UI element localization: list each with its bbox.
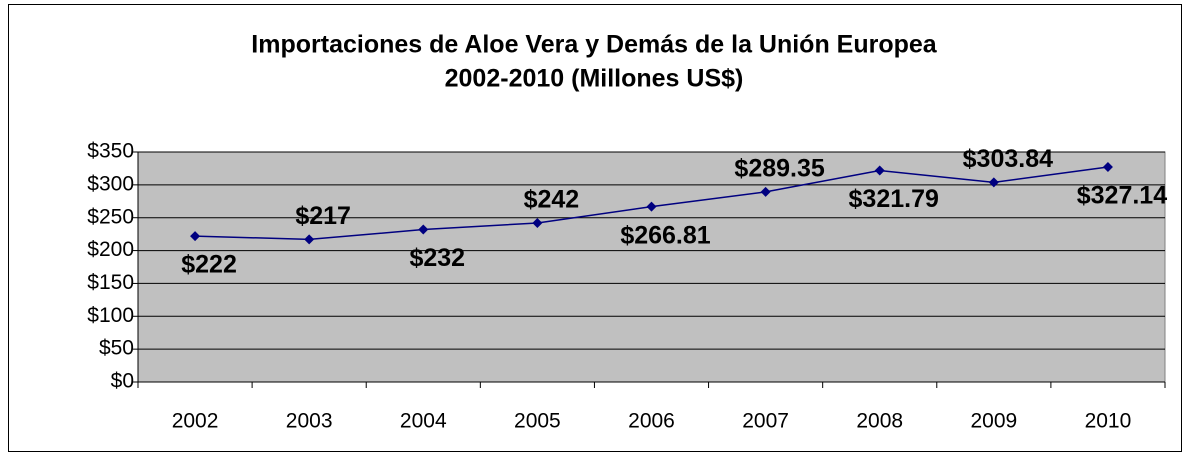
marker bbox=[190, 231, 201, 242]
data-label: $242 bbox=[524, 186, 580, 214]
y-tick-label: $250 bbox=[87, 205, 134, 228]
x-tick-label: 2002 bbox=[172, 410, 219, 433]
x-tick-label: 2010 bbox=[1085, 410, 1132, 433]
marker bbox=[646, 201, 657, 212]
marker bbox=[418, 224, 429, 235]
marker bbox=[874, 165, 885, 176]
x-tick-label: 2009 bbox=[970, 410, 1017, 433]
data-label: $327.14 bbox=[1077, 182, 1167, 210]
y-tick-label: $200 bbox=[87, 238, 134, 261]
x-tick-label: 2003 bbox=[286, 410, 333, 433]
marker bbox=[760, 186, 771, 197]
y-tick-label: $50 bbox=[99, 337, 134, 360]
chart-title: 2002-2010 (Millones US$) bbox=[445, 65, 744, 93]
data-label: $217 bbox=[295, 202, 351, 230]
data-label: $222 bbox=[181, 251, 237, 279]
y-tick-label: $0 bbox=[111, 370, 134, 393]
plot-area bbox=[137, 151, 1166, 383]
x-tick-label: 2008 bbox=[856, 410, 903, 433]
y-tick-label: $300 bbox=[87, 172, 134, 195]
y-tick-label: $150 bbox=[87, 271, 134, 294]
y-tick-label: $350 bbox=[87, 140, 134, 163]
chart-title: Importaciones de Aloe Vera y Demás de la… bbox=[251, 31, 937, 59]
data-label: $266.81 bbox=[620, 221, 710, 249]
data-label: $303.84 bbox=[963, 145, 1053, 173]
y-tick-label: $100 bbox=[87, 304, 134, 327]
marker bbox=[1102, 162, 1113, 173]
x-tick-label: 2006 bbox=[628, 410, 675, 433]
data-label: $232 bbox=[409, 244, 465, 272]
x-tick-label: 2004 bbox=[400, 410, 447, 433]
x-tick-label: 2005 bbox=[514, 410, 561, 433]
data-label: $289.35 bbox=[734, 154, 824, 182]
data-label: $321.79 bbox=[849, 185, 939, 213]
marker bbox=[988, 177, 999, 188]
x-tick-label: 2007 bbox=[742, 410, 789, 433]
marker bbox=[532, 217, 543, 228]
marker bbox=[304, 234, 315, 245]
